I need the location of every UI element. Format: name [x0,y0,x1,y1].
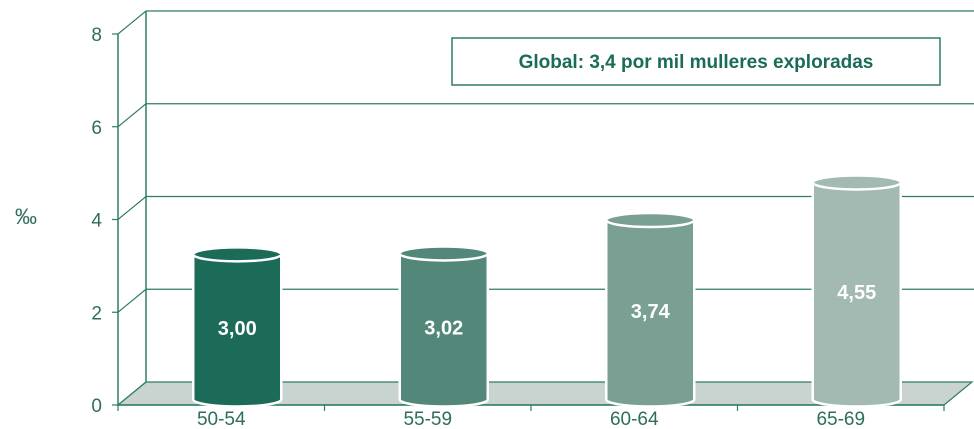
bar [192,246,283,408]
side-wall-line [117,381,147,406]
chart-bars [192,174,902,408]
y-tick-label: 0 [91,396,102,417]
x-tick-label: 55-59 [403,409,452,429]
bar-body [192,253,283,408]
annotation-text: Global: 3,4 por mil mulleres exploradas [519,52,874,73]
bar-body [398,252,489,408]
x-tick-label: 50-54 [197,409,246,429]
side-wall-line [117,103,147,128]
bar-value-label: 3,00 [218,318,257,340]
y-tick-label: 4 [91,211,102,232]
y-tick-label: 8 [91,25,102,46]
chart-labels: 0 2 4 6 8 3,00 50-54 3,02 55-59 3,74 60-64 4,55 65-6… [91,25,876,429]
y-tick-label: 6 [91,118,102,139]
bar [398,245,489,408]
y-tick-label: 2 [91,303,102,324]
side-wall-line [117,196,147,220]
bar [605,211,696,408]
bar-top [811,174,902,191]
bar-body [811,181,902,408]
bar-top [605,211,696,229]
bar-value-label: 3,74 [631,301,671,323]
bar-body [605,218,696,408]
global-annotation: Global: 3,4 por mil mulleres exploradas [451,37,941,86]
annotation-box [451,37,941,86]
x-tick-label: 65-69 [816,409,865,429]
bar-value-label: 3,02 [424,317,463,339]
bar [811,174,902,408]
y-axis-label: ‰ [15,204,37,229]
bar-top [192,246,283,263]
bar-top [398,245,489,262]
side-wall-line [117,10,147,35]
side-wall-line [117,288,147,313]
bar-value-label: 4,55 [837,282,876,304]
x-tick-label: 60-64 [610,409,659,429]
